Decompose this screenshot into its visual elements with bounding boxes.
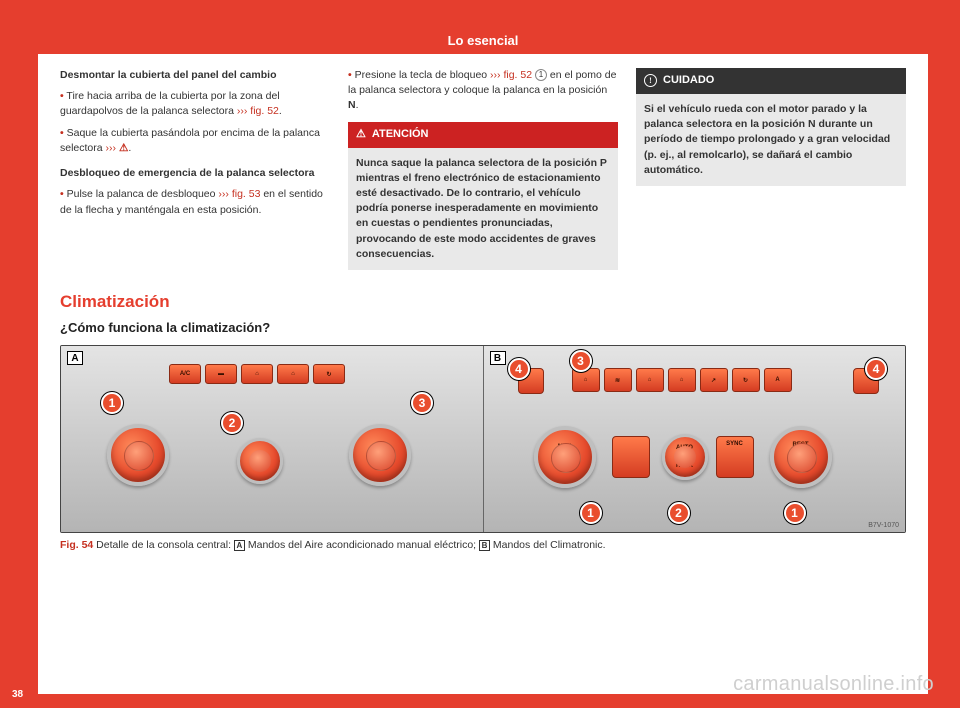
atencion-callout: ⚠ ATENCIÓN Nunca saque la palanca select… [348,122,618,270]
figure-54: A A/C ▬ ⌂ ⌂ ↻ 1 2 3 B [60,345,906,533]
page-number: 38 [12,689,23,700]
bullet-dot: • [348,69,352,81]
cuidado-head: ! CUIDADO [636,68,906,94]
vent-button[interactable]: ≋ [604,368,632,392]
fig-link: ››› fig. 52 [237,105,279,117]
bullet-dot: • [60,188,64,200]
atencion-label: ATENCIÓN [372,127,429,143]
ref-tag-4l: 4 [508,358,530,380]
fan-knob[interactable] [237,438,283,484]
temperature-knob[interactable] [107,424,169,486]
sync-button[interactable]: SYNC [716,436,754,478]
knob-label-auto: AUTO [665,445,705,451]
header-title: Lo esencial [448,33,519,48]
figure-caption: Fig. 54 Detalle de la consola central: A… [60,539,906,551]
panel-b-button-row: ⌂ ≋ ⌂ ⌂ ↗ ↻ A [572,368,792,392]
mix-button[interactable]: ↗ [700,368,728,392]
col1-heading-1: Desmontar la cubierta del panel del camb… [60,68,330,83]
cuidado-body: Si el vehículo rueda con el motor parado… [636,94,906,186]
panel-ref-a: A [234,540,245,551]
right-temp-knob[interactable]: REST A/C [770,426,832,488]
header-band: Lo esencial [38,28,928,54]
ref-tag-1r: 1 [784,502,806,524]
cuidado-callout: ! CUIDADO Si el vehículo rueda con el mo… [636,68,906,186]
atencion-head: ⚠ ATENCIÓN [348,122,618,148]
rear-defrost-button[interactable]: ⌂ [277,364,309,384]
airflow-knob[interactable] [349,424,411,486]
page-frame: Lo esencial Desmontar la cubierta del pa… [0,0,960,708]
ref-tag-1l: 1 [580,502,602,524]
defrost-button[interactable]: ⌂ [572,368,600,392]
gear-n: N [348,99,356,111]
page-content: Lo esencial Desmontar la cubierta del pa… [38,28,928,694]
left-temp-knob[interactable]: MAX [534,426,596,488]
section-subtitle: ¿Cómo funciona la climatización? [60,320,906,335]
ref-tag-3: 3 [570,350,592,372]
knob-label-ac: A/C [774,464,828,470]
ref-tag-4r: 4 [865,358,887,380]
figure-panel-b: B ⌂ ≋ ⌂ ⌂ ↗ ↻ A MAX AUTO [484,346,906,532]
col2-bullet-1: • Presione la tecla de bloqueo ››› fig. … [348,68,618,114]
caption-end: Mandos del Climatronic. [490,539,606,551]
col1-bullet-3: • Pulse la palanca de desbloqueo ››› fig… [60,187,330,217]
fig-link: ››› fig. 53 [218,188,260,200]
info-circle-icon: ! [644,74,657,87]
ac-button[interactable]: A/C [169,364,201,384]
figure-panel-a: A A/C ▬ ⌂ ⌂ ↻ 1 2 3 [61,346,484,532]
column-3: ! CUIDADO Si el vehículo rueda con el mo… [636,68,906,270]
panel-ref-b: B [479,540,490,551]
col2-p1-pre: Presione la tecla de bloqueo [355,69,490,81]
rear-defrost-button[interactable] [612,436,650,478]
panel-a-label: A [67,351,83,365]
ref-tag-2: 2 [668,502,690,524]
bullet-dot: • [60,127,64,139]
foot-button[interactable]: ⌂ [668,368,696,392]
warning-triangle-icon: ⚠ [119,142,128,154]
col1-bullet-1: • Tire hacia arriba de la cubierta por l… [60,89,330,119]
caption-text-a: Detalle de la consola central: [93,539,234,551]
fig-link: ››› fig. 52 [490,69,535,81]
period: . [279,105,282,117]
atencion-body: Nunca saque la palanca selectora de la p… [348,148,618,271]
aux-button[interactable]: A [764,368,792,392]
caption-mid: Mandos del Aire acondicionado manual elé… [245,539,479,551]
recirc-button[interactable]: ↻ [313,364,345,384]
period: . [128,142,131,154]
section-title: Climatización [60,292,906,312]
knob-label-rear: REAR [665,463,705,469]
ref-tag-2: 2 [221,412,243,434]
fig-link: ››› [106,142,119,154]
figure-number: Fig. 54 [60,539,93,551]
mode-button[interactable]: ▬ [205,364,237,384]
column-1: Desmontar la cubierta del panel del camb… [60,68,330,270]
figure-ref-code: B7V-1070 [868,522,899,529]
col1-bullet-2: • Saque la cubierta pasándola por encima… [60,126,330,156]
watermark: carmanualsonline.info [733,673,934,696]
col1-b2-text: Saque la cubierta pasándola por encima d… [60,127,320,154]
knob-label-max: MAX [538,444,592,450]
upper-button[interactable]: ⌂ [636,368,664,392]
column-2: • Presione la tecla de bloqueo ››› fig. … [348,68,618,270]
ref-tag-1: 1 [101,392,123,414]
warning-triangle-icon: ⚠ [356,127,366,143]
knob-label-rest: REST [774,442,828,448]
recirc-button[interactable]: ↻ [732,368,760,392]
period: . [356,99,359,111]
defrost-button[interactable]: ⌂ [241,364,273,384]
bullet-dot: • [60,90,64,102]
panel-a-button-row: A/C ▬ ⌂ ⌂ ↻ [169,364,345,384]
cuidado-label: CUIDADO [663,73,714,89]
panel-b-label: B [490,351,506,365]
text-columns: Desmontar la cubierta del panel del camb… [60,68,906,270]
ref-number-circle: 1 [535,69,547,81]
col1-heading-2: Desbloqueo de emergencia de la palanca s… [60,166,330,181]
ref-tag-3: 3 [411,392,433,414]
auto-knob[interactable]: AUTO REAR [662,434,708,480]
col1-b3-pre: Pulse la palanca de desbloqueo [67,188,219,200]
